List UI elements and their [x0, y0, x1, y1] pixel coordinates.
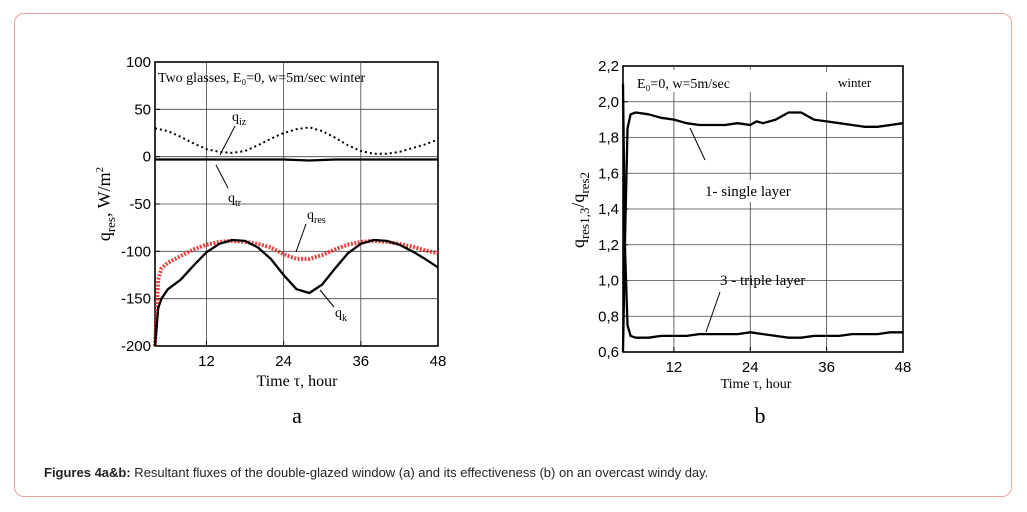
x-tick-label-a-1: 24 [275, 353, 292, 370]
series-a [153, 126, 439, 347]
chart-b-xlabel: Time τ, hour [721, 377, 792, 392]
panel-letter-a: a [292, 403, 302, 428]
series-line-a-0 [154, 126, 439, 155]
chart-b: 12 24 36 48 2,2 2,0 1,8 1,6 1,4 1,2 1,0 0,8 0,6 E₀=0… [568, 58, 911, 428]
chart-b-title-bg [630, 70, 760, 92]
grid-a [155, 62, 438, 346]
series-line-b-0 [621, 111, 904, 353]
panel-letter-b: b [755, 403, 766, 428]
ticks-b: 12 24 36 48 2,2 2,0 1,8 1,6 1,4 1,2 1,0 0,8 0,6 [598, 58, 911, 376]
y-tick-label-a-6: -200 [121, 338, 151, 355]
y-tick-label-b-8: 0,6 [598, 344, 619, 361]
figure-caption: Figures 4a&b: Resultant fluxes of the do… [44, 465, 708, 480]
chart-b-title-right-bg [825, 72, 895, 92]
label-single-bg [700, 180, 810, 202]
label-q-k: qk [335, 306, 347, 324]
chart-b-title-right: winter [838, 75, 872, 90]
series-line-a-3 [153, 238, 439, 347]
y-tick-label-a-3: -50 [129, 196, 151, 213]
chart-a-xlabel: Time τ, hour [257, 373, 339, 390]
y-tick-label-b-3: 1,6 [598, 165, 619, 182]
chart-b-ylabel: qres1,3/qres2 [568, 172, 592, 248]
y-tick-label-a-4: -100 [121, 243, 151, 260]
series-line-a-2 [153, 238, 439, 347]
x-tick-label-b-3: 48 [895, 359, 912, 376]
caption-bold: Figures 4a&b: [44, 465, 131, 480]
leader-triple [705, 291, 721, 333]
y-tick-label-b-2: 1,8 [598, 130, 619, 147]
label-q-res: qres [307, 208, 326, 226]
label-q-tr: qtr [228, 191, 242, 209]
y-tick-label-a-5: -150 [121, 291, 151, 308]
chart-a-title: Two glasses, E₀=0, w=5m/sec winter [158, 71, 365, 86]
y-tick-label-b-1: 2,0 [598, 94, 619, 111]
leader-single [689, 127, 706, 161]
leader-q-k [319, 289, 335, 308]
x-tick-label-a-3: 48 [430, 353, 447, 370]
label-q-iz: qiz [232, 110, 247, 128]
y-tick-label-b-5: 1,2 [598, 237, 619, 254]
chart-b-title: E₀=0, w=5m/sec [637, 77, 730, 92]
chart-a-ylabel: qres, W/m2 [94, 167, 118, 241]
x-tick-label-b-1: 24 [742, 359, 759, 376]
leader-q-iz [219, 125, 236, 156]
chart-a: 12 24 36 48 100 50 0 -50 -100 -150 -200 Two glasse… [94, 54, 446, 428]
x-tick-label-a-0: 12 [198, 353, 215, 370]
x-tick-label-b-2: 36 [818, 359, 835, 376]
figure-frame [14, 13, 1012, 497]
y-tick-label-b-4: 1,4 [598, 201, 619, 218]
leader-q-tr [215, 164, 229, 189]
label-triple-layer: 3 - triple layer [720, 273, 805, 289]
ticks-a: 12 24 36 48 100 50 0 -50 -100 -150 -200 [121, 54, 446, 370]
y-tick-label-b-6: 1,0 [598, 273, 619, 290]
caption-text: Resultant fluxes of the double-glazed wi… [130, 465, 709, 480]
y-tick-label-a-2: 0 [143, 149, 151, 166]
label-single-layer: 1- single layer [705, 184, 791, 200]
leader-q-res [295, 223, 307, 253]
series-line-a-1 [155, 158, 438, 162]
y-tick-label-b-7: 0,8 [598, 308, 619, 325]
y-tick-label-b-0: 2,2 [598, 58, 619, 75]
x-tick-label-b-0: 12 [666, 359, 683, 376]
series-line-b-1 [621, 83, 903, 339]
y-tick-label-a-0: 100 [126, 54, 151, 71]
grid-b [623, 66, 903, 352]
y-tick-label-a-1: 50 [134, 101, 151, 118]
series-b [621, 83, 904, 353]
x-tick-label-a-2: 36 [352, 353, 369, 370]
